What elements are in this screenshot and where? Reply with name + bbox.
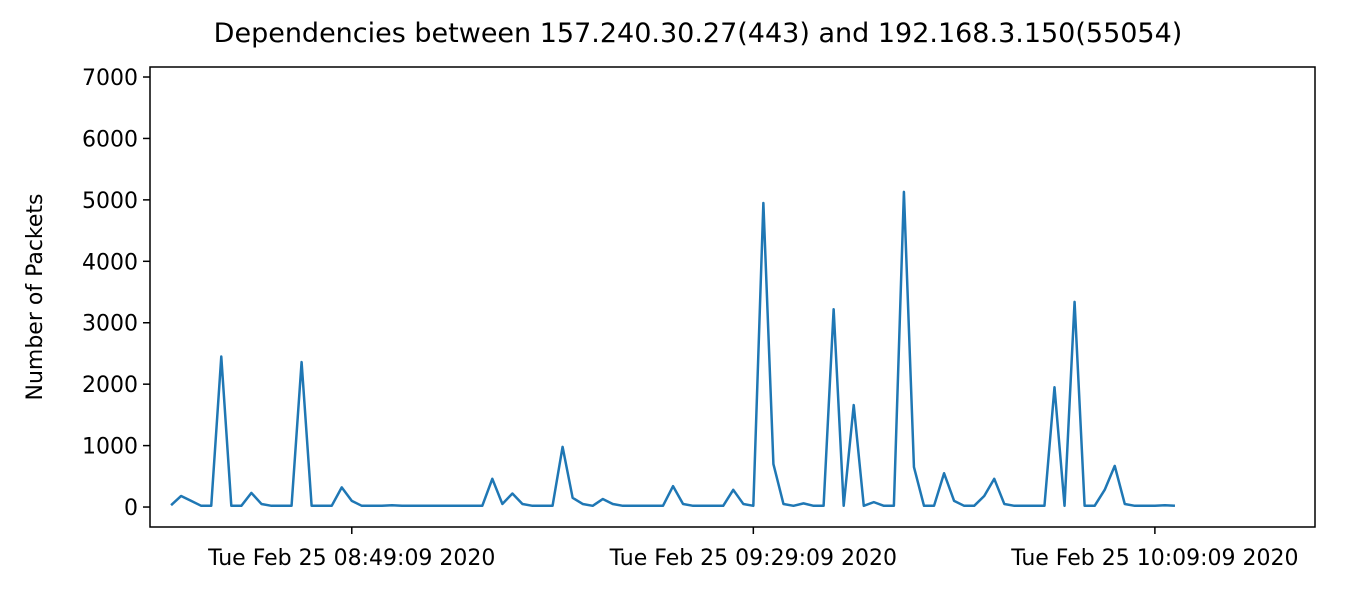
y-tick-label: 7000 — [82, 66, 138, 91]
chart-title: Dependencies between 157.240.30.27(443) … — [214, 18, 1183, 49]
y-tick-label: 0 — [124, 496, 138, 521]
y-tick-label: 2000 — [82, 373, 138, 398]
y-tick-label: 4000 — [82, 250, 138, 275]
data-line — [170, 190, 1176, 508]
y-tick-label: 3000 — [82, 312, 138, 337]
y-tick-label: 6000 — [82, 127, 138, 152]
y-tick-label: 5000 — [82, 189, 138, 214]
plot-frame — [149, 66, 1316, 528]
y-axis-label: Number of Packets — [23, 193, 48, 400]
x-tick-label: Tue Feb 25 08:49:09 2020 — [207, 546, 495, 571]
y-tick-label: 1000 — [82, 435, 138, 460]
x-tick-label: Tue Feb 25 09:29:09 2020 — [609, 546, 897, 571]
x-tick-label: Tue Feb 25 10:09:09 2020 — [1010, 546, 1298, 571]
